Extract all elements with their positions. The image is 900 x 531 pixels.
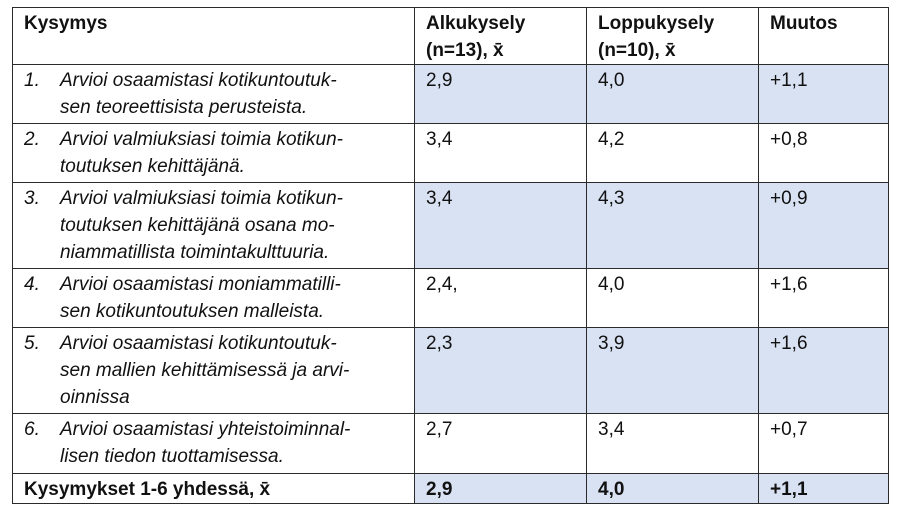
pre-survey-value: 3,4 (414, 182, 587, 269)
question-text-line: Arvioi valmiuksiasi toimia kotikun- (60, 129, 343, 150)
question-cell: 2. Arvioi valmiuksiasi toimia kotikun-tou… (12, 123, 415, 183)
question-number: 5. (24, 333, 40, 354)
question-number: 4. (24, 274, 40, 295)
post-survey-value: 4,0 (586, 64, 759, 124)
total-label: Kysymykset 1-6 yhdessä, x̄ (12, 473, 415, 504)
change-value: +1,1 (758, 64, 889, 124)
pre-survey-value: 2,9 (414, 64, 587, 124)
question-cell: 6. Arvioi osaamistasi yhteistoiminnal-lis… (12, 413, 415, 474)
pre-survey-value: 2,7 (414, 413, 587, 474)
change-value: +0,9 (758, 182, 889, 269)
post-survey-value: 3,9 (586, 327, 759, 414)
question-text-line: niammatillista toimintakulttuuria. (60, 242, 330, 263)
header-change: Muutos (758, 7, 889, 65)
change-value: +0,7 (758, 413, 889, 474)
question-text-line: sen kotikuntoutuksen malleista. (60, 301, 325, 322)
total-pre-value: 2,9 (414, 473, 587, 504)
results-table: Kysymys Alkukysely (n=13), x̄ Loppukysely… (12, 7, 889, 504)
question-text: Arvioi valmiuksiasi toimia kotikun-toutu… (60, 126, 404, 180)
question-number: 3. (24, 188, 40, 209)
total-post-value: 4,0 (586, 473, 759, 504)
header-row: Kysymys Alkukysely (n=13), x̄ Loppukysely… (12, 7, 889, 65)
question-number: 6. (24, 419, 40, 440)
question-text: Arvioi osaamistasi kotikuntoutuk-sen teo… (60, 67, 404, 121)
total-row: Kysymykset 1-6 yhdessä, x̄ 2,9 4,0 +1,1 (12, 473, 889, 504)
post-survey-value: 4,3 (586, 182, 759, 269)
total-change-value: +1,1 (758, 473, 889, 504)
change-value: +1,6 (758, 327, 889, 414)
post-survey-value: 4,2 (586, 123, 759, 183)
pre-survey-value: 2,3 (414, 327, 587, 414)
question-text-line: Arvioi osaamistasi yhteistoiminnal- (60, 419, 351, 440)
question-number: 2. (24, 129, 40, 150)
table-row: 4. Arvioi osaamistasi moniammatilli-sen k… (12, 268, 889, 328)
question-text: Arvioi osaamistasi yhteistoiminnal-lisen… (60, 416, 404, 470)
question-text-line: sen teoreettisista perusteista. (60, 97, 308, 118)
question-text-line: Arvioi osaamistasi kotikuntoutuk- (60, 333, 337, 354)
change-value: +1,6 (758, 268, 889, 328)
change-value: +0,8 (758, 123, 889, 183)
header-pre-survey: Alkukysely (n=13), x̄ (414, 7, 587, 65)
question-number: 1. (24, 70, 40, 91)
question-text: Arvioi valmiuksiasi toimia kotikun-toutu… (60, 185, 404, 266)
table-row: 3. Arvioi valmiuksiasi toimia kotikun-tou… (12, 182, 889, 269)
question-text-line: sen mallien kehittämisessä ja arvi- (60, 360, 350, 381)
header-post-survey: Loppukysely (n=10), x̄ (586, 7, 759, 65)
question-text-line: Arvioi osaamistasi kotikuntoutuk- (60, 70, 337, 91)
question-cell: 5. Arvioi osaamistasi kotikuntoutuk-sen m… (12, 327, 415, 414)
question-cell: 1. Arvioi osaamistasi kotikuntoutuk-sen t… (12, 64, 415, 124)
table-row: 2. Arvioi valmiuksiasi toimia kotikun-tou… (12, 123, 889, 183)
table-row: 1. Arvioi osaamistasi kotikuntoutuk-sen t… (12, 64, 889, 124)
post-survey-value: 4,0 (586, 268, 759, 328)
pre-survey-value: 3,4 (414, 123, 587, 183)
question-text: Arvioi osaamistasi kotikuntoutuk-sen mal… (60, 330, 404, 411)
post-survey-value: 3,4 (586, 413, 759, 474)
question-text: Arvioi osaamistasi moniammatilli-sen kot… (60, 271, 404, 325)
question-cell: 3. Arvioi valmiuksiasi toimia kotikun-tou… (12, 182, 415, 269)
pre-survey-value: 2,4, (414, 268, 587, 328)
table-row: 5. Arvioi osaamistasi kotikuntoutuk-sen m… (12, 327, 889, 414)
question-cell: 4. Arvioi osaamistasi moniammatilli-sen k… (12, 268, 415, 328)
question-text-line: toutuksen kehittäjänä osana mo- (60, 215, 335, 236)
question-text-line: Arvioi osaamistasi moniammatilli- (60, 274, 341, 295)
question-text-line: oinnissa (60, 387, 130, 408)
table-row: 6. Arvioi osaamistasi yhteistoiminnal-lis… (12, 413, 889, 474)
question-text-line: toutuksen kehittäjänä. (60, 156, 245, 177)
header-question: Kysymys (12, 7, 415, 65)
question-text-line: Arvioi valmiuksiasi toimia kotikun- (60, 188, 343, 209)
question-text-line: lisen tiedon tuottamisessa. (60, 446, 284, 467)
